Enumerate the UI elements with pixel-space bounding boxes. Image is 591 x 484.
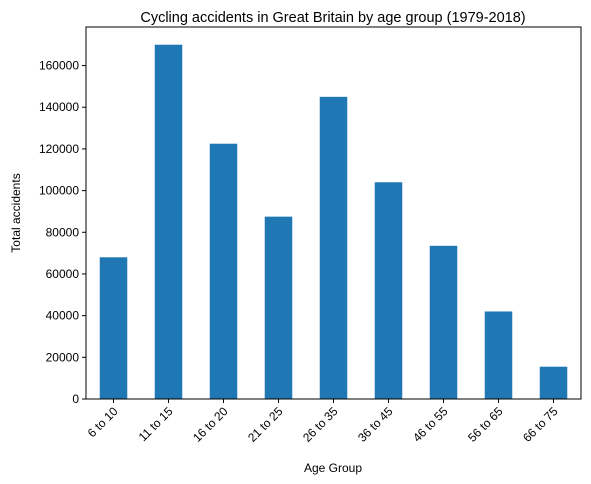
x-tick-label: 36 to 45 bbox=[355, 404, 396, 445]
y-tick-label: 140000 bbox=[39, 100, 79, 114]
x-tick-label: 11 to 15 bbox=[136, 404, 176, 444]
bar bbox=[375, 182, 403, 399]
bar bbox=[210, 144, 238, 399]
x-axis: 6 to 10 11 to 15 16 to 20 21 to 25 26 to 35 3… bbox=[85, 399, 561, 445]
bar bbox=[265, 217, 293, 399]
y-axis-title: Total accidents bbox=[9, 173, 23, 252]
x-tick-label: 26 to 35 bbox=[300, 404, 341, 445]
bars-group bbox=[100, 45, 568, 399]
y-tick-label: 160000 bbox=[39, 59, 79, 73]
y-tick-label: 40000 bbox=[46, 309, 80, 323]
bar bbox=[540, 367, 568, 399]
y-tick-label: 100000 bbox=[39, 184, 79, 198]
bar bbox=[320, 97, 348, 399]
chart-title: Cycling accidents in Great Britain by ag… bbox=[140, 10, 525, 26]
x-axis-title: Age Group bbox=[304, 461, 362, 475]
x-tick-label: 46 to 55 bbox=[410, 404, 451, 445]
bar bbox=[430, 246, 458, 399]
bar bbox=[485, 311, 513, 399]
x-tick-label: 6 to 10 bbox=[85, 404, 121, 440]
y-tick-label: 120000 bbox=[39, 142, 79, 156]
bar bbox=[100, 257, 128, 399]
y-tick-label: 20000 bbox=[46, 350, 80, 364]
x-tick-label: 16 to 20 bbox=[190, 404, 231, 445]
y-axis: 0 20000 40000 60000 80000 100000 120000 140000 1… bbox=[39, 59, 86, 406]
x-tick-label: 21 to 25 bbox=[245, 404, 286, 445]
y-tick-label: 80000 bbox=[46, 225, 80, 239]
y-tick-label: 0 bbox=[72, 392, 79, 406]
bar bbox=[155, 45, 183, 399]
x-tick-label: 66 to 75 bbox=[520, 404, 561, 445]
y-tick-label: 60000 bbox=[46, 267, 80, 281]
x-tick-label: 56 to 65 bbox=[465, 404, 506, 445]
